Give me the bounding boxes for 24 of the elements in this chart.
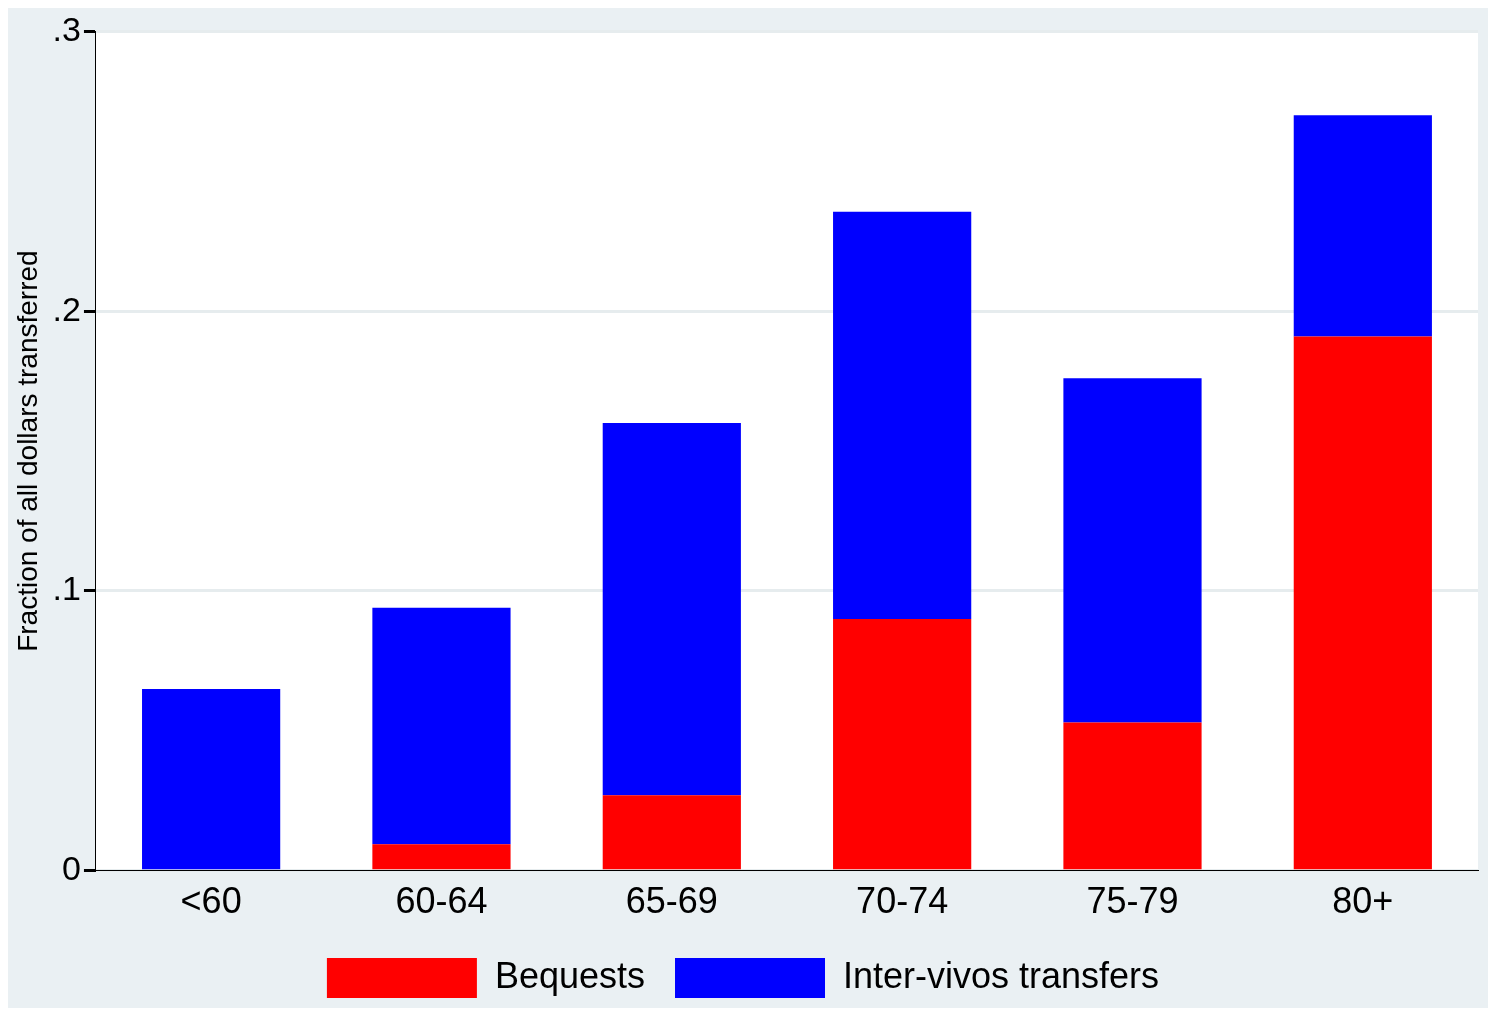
bar bbox=[1063, 722, 1202, 870]
y-axis-title: Fraction of all dollars transferred bbox=[11, 250, 43, 652]
x-tick-label: 70-74 bbox=[856, 880, 949, 922]
bar bbox=[1293, 115, 1432, 337]
bar bbox=[142, 688, 281, 870]
bar bbox=[372, 607, 511, 845]
bar bbox=[372, 844, 511, 870]
y-tick-label: .2 bbox=[52, 289, 81, 328]
bar bbox=[602, 423, 741, 796]
x-tick-label: 75-79 bbox=[1086, 880, 1179, 922]
y-tick-label: .3 bbox=[52, 9, 81, 48]
x-tick-label: <60 bbox=[180, 880, 242, 922]
bar bbox=[833, 211, 972, 619]
legend-label: Inter-vivos transfers bbox=[843, 954, 1160, 996]
y-tick-label: 0 bbox=[62, 849, 81, 888]
legend-label: Bequests bbox=[494, 954, 646, 996]
bar bbox=[1293, 336, 1432, 870]
bar bbox=[833, 618, 972, 870]
y-tick-label: .1 bbox=[52, 569, 81, 608]
bar bbox=[602, 795, 741, 870]
x-tick-label: 60-64 bbox=[395, 880, 488, 922]
bar bbox=[1063, 378, 1202, 723]
x-tick-label: 65-69 bbox=[625, 880, 718, 922]
x-tick-label: 80+ bbox=[1332, 880, 1394, 922]
